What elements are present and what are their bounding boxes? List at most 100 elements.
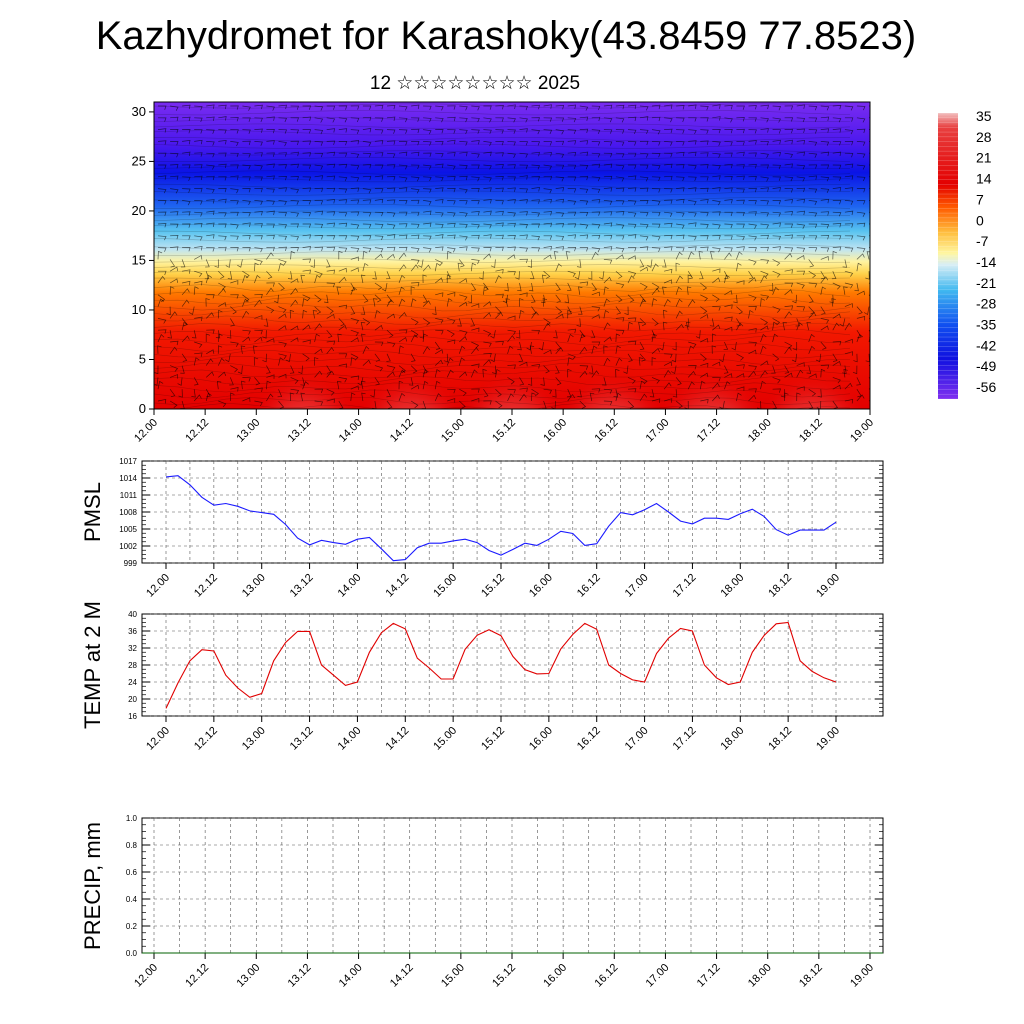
- wind-barb: [435, 259, 443, 266]
- wind-barb: [531, 223, 540, 228]
- wind-barb: [350, 286, 358, 295]
- wind-barb: [591, 116, 601, 122]
- wind-barb: [579, 223, 589, 229]
- wind-barb: [808, 211, 818, 217]
- wind-barb: [471, 282, 477, 292]
- wind-barb: [651, 288, 660, 296]
- wind-barb: [241, 380, 246, 390]
- wind-barb: [829, 294, 834, 304]
- wind-barb: [218, 302, 227, 307]
- wind-barb: [157, 200, 167, 205]
- wind-barb: [808, 388, 817, 397]
- wind-barb: [507, 388, 516, 394]
- wind-barb: [796, 247, 806, 253]
- wind-barb: [736, 188, 745, 193]
- wind-barb: [700, 337, 709, 343]
- wind-barb: [314, 333, 320, 343]
- wind-barb: [820, 188, 830, 194]
- wind-barb: [627, 321, 633, 331]
- contour-line: [154, 136, 851, 143]
- wind-barb: [326, 222, 336, 228]
- wind-barb: [314, 117, 324, 123]
- x-tick-label: 14.12: [388, 962, 416, 990]
- wind-barb: [374, 129, 384, 134]
- wind-barb: [302, 105, 312, 110]
- wind-barb: [182, 139, 191, 145]
- x-tick-label: 18.12: [797, 417, 825, 445]
- wind-barb: [398, 105, 408, 111]
- wind-barb: [603, 400, 613, 406]
- wind-barb: [495, 234, 504, 240]
- wind-barb: [784, 176, 794, 182]
- wind-barb: [519, 377, 525, 386]
- wind-barb: [217, 333, 223, 343]
- wind-barb: [278, 129, 287, 134]
- wind-barb: [663, 361, 673, 366]
- wind-barb: [167, 330, 172, 339]
- wind-barb: [447, 164, 456, 170]
- wind-barb: [587, 271, 593, 280]
- wind-barb: [169, 311, 178, 319]
- wind-barb: [808, 223, 818, 229]
- wind-barb: [688, 222, 697, 227]
- wind-barb: [362, 164, 372, 169]
- wind-barb: [736, 322, 744, 331]
- wind-barb: [688, 140, 697, 145]
- x-tick-label: 12.00: [132, 962, 160, 990]
- wind-barb: [350, 353, 359, 361]
- wind-barb: [591, 199, 601, 204]
- wind-barb: [832, 250, 838, 260]
- wind-barb: [422, 294, 428, 303]
- wind-barb: [314, 370, 323, 378]
- x-tick-label: 13.00: [240, 572, 268, 600]
- wind-barb: [314, 348, 323, 355]
- x-tick-label: 19.00: [848, 417, 876, 445]
- wind-barb: [350, 164, 360, 170]
- wind-barb: [507, 246, 516, 251]
- y-tick-label: 0.6: [126, 868, 138, 877]
- y-tick-label: 1002: [119, 542, 137, 551]
- wind-barb: [360, 380, 366, 390]
- wind-barb: [519, 175, 528, 180]
- wind-barb: [832, 105, 842, 110]
- wind-barb: [723, 341, 729, 351]
- wind-barb: [602, 377, 607, 386]
- wind-barb: [483, 301, 492, 307]
- wind-barb: [820, 176, 830, 182]
- wind-barb: [796, 198, 806, 204]
- wind-barb: [169, 365, 179, 372]
- wind-barb: [459, 117, 468, 123]
- wind-barb: [411, 141, 420, 146]
- wind-barb: [576, 318, 581, 327]
- wind-barb: [638, 321, 643, 331]
- wind-barb: [639, 211, 649, 217]
- wind-barb: [326, 329, 333, 339]
- wind-barb: [519, 223, 529, 229]
- wind-barb: [724, 163, 733, 169]
- wind-barb: [338, 235, 348, 240]
- wind-barb: [314, 323, 322, 331]
- wind-barb: [712, 223, 721, 229]
- wind-barb: [615, 211, 625, 216]
- wind-barb: [639, 116, 649, 121]
- wind-barb: [772, 388, 781, 393]
- wind-barb: [843, 369, 848, 378]
- wind-barb: [423, 152, 432, 157]
- wind-barb: [856, 333, 864, 343]
- wind-barb: [651, 235, 661, 241]
- wind-barb: [832, 384, 841, 390]
- wind-barb: [459, 336, 468, 343]
- wind-barb: [435, 152, 444, 158]
- wind-barb: [254, 294, 263, 299]
- wind-barb: [543, 104, 552, 109]
- wind-barb: [736, 105, 745, 110]
- wind-barb: [290, 151, 299, 157]
- wind-barb: [676, 117, 685, 123]
- wind-barb: [314, 223, 324, 229]
- wind-barb: [567, 117, 577, 123]
- wind-barb: [206, 116, 215, 121]
- wind-barb: [672, 389, 678, 398]
- wind-barb: [194, 341, 203, 348]
